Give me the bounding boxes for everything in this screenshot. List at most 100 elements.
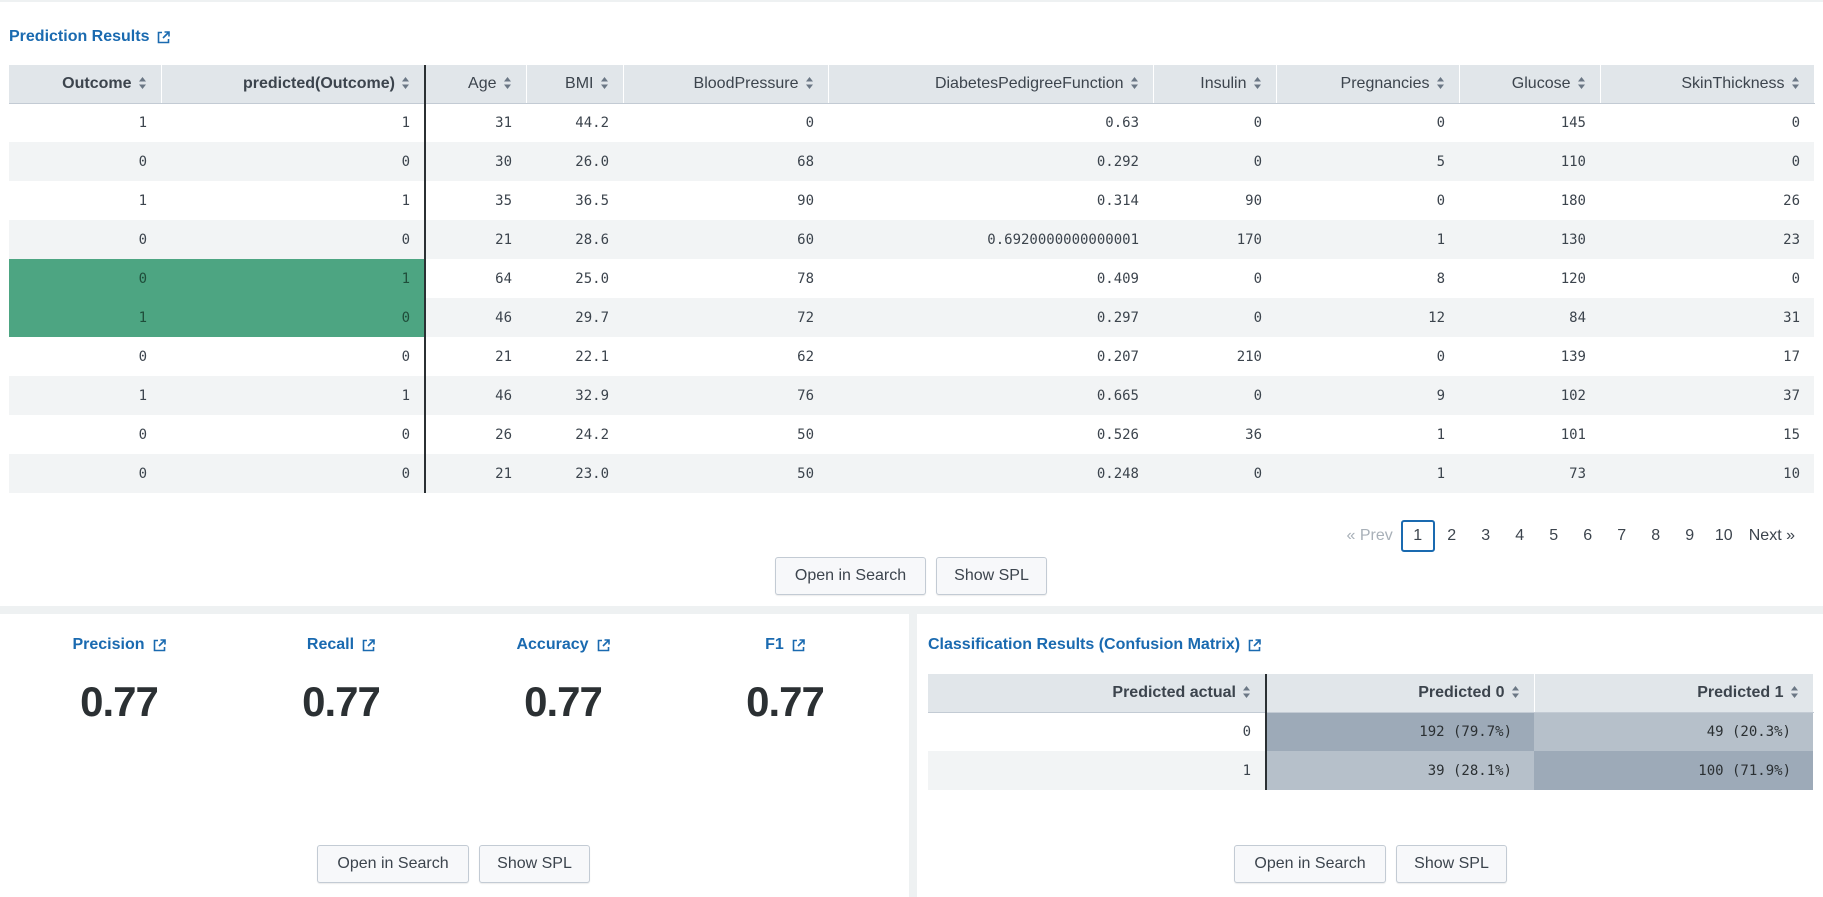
open-in-search-button[interactable]: Open in Search (317, 845, 469, 883)
table-cell: 15 (1783, 426, 1800, 443)
pager-page-10[interactable]: 10 (1714, 527, 1733, 544)
metric-title-precision[interactable]: Precision (8, 636, 230, 654)
metric-title-text[interactable]: Recall (306, 636, 355, 653)
column-header-predicted-0[interactable]: Predicted 0 (1266, 674, 1535, 713)
column-header-age[interactable]: Age (425, 65, 527, 104)
external-link-icon[interactable] (792, 638, 805, 652)
column-header-glucose[interactable]: Glucose (1459, 65, 1601, 104)
column-header-label[interactable]: Outcome (62, 74, 132, 92)
table-row: 1 1 46 32.9 76 0.665 0 9 102 37 (9, 376, 1814, 415)
sort-icon[interactable] (1253, 76, 1262, 90)
table-cell: 21 (425, 454, 526, 493)
metric-title-text[interactable]: Precision (72, 636, 145, 653)
column-header-label[interactable]: Predicted 0 (1418, 683, 1505, 701)
metric-title-text[interactable]: Accuracy (516, 636, 589, 653)
pager-next[interactable]: Next » (1748, 527, 1795, 544)
table-cell: 46 (425, 298, 526, 337)
column-header-label[interactable]: Predicted 1 (1697, 683, 1784, 701)
column-header-insulin[interactable]: Insulin (1153, 65, 1277, 104)
column-header-label[interactable]: Pregnancies (1340, 74, 1430, 92)
sort-icon[interactable] (805, 76, 814, 90)
pager-page-2[interactable]: 2 (1447, 527, 1457, 544)
pager-page-4[interactable]: 4 (1515, 527, 1525, 544)
column-header-label[interactable]: SkinThickness (1681, 74, 1785, 92)
column-header-predicted-1[interactable]: Predicted 1 (1534, 674, 1814, 713)
show-spl-button[interactable]: Show SPL (479, 845, 590, 883)
table-cell: 39 (28.1%) (1266, 751, 1534, 790)
column-header-predicted-actual[interactable]: Predicted actual (928, 674, 1267, 713)
column-header-skinthickness[interactable]: SkinThickness (1600, 65, 1815, 104)
sort-icon[interactable] (1242, 685, 1251, 699)
table-cell: 31 (495, 114, 512, 131)
external-link-icon[interactable] (1248, 638, 1261, 652)
table-row: 1 1 35 36.5 90 0.314 90 0 180 26 (9, 181, 1814, 220)
pager-page-5[interactable]: 5 (1549, 527, 1559, 544)
table-cell: 101 (1560, 426, 1586, 443)
prediction-results-title[interactable]: Prediction Results (9, 28, 171, 46)
metric-title-accuracy[interactable]: Accuracy (452, 636, 674, 654)
table-cell: 24.2 (575, 426, 609, 443)
pagination: « Prev 1 2 3 4 5 6 7 8 9 10 Next » (1343, 520, 1800, 552)
column-header-label[interactable]: Age (468, 74, 497, 92)
column-header-label[interactable]: Insulin (1200, 74, 1247, 92)
show-spl-button[interactable]: Show SPL (1396, 845, 1507, 883)
sort-icon[interactable] (600, 76, 609, 90)
sort-icon[interactable] (1790, 685, 1799, 699)
table-cell: 1 (9, 298, 161, 337)
sort-icon[interactable] (1577, 76, 1586, 90)
column-header-bmi[interactable]: BMI (526, 65, 624, 104)
table-cell: 139 (1560, 348, 1586, 365)
prediction-results-title-text[interactable]: Prediction Results (9, 28, 150, 45)
column-header-label[interactable]: BMI (565, 74, 594, 92)
show-spl-button[interactable]: Show SPL (936, 557, 1047, 595)
sort-icon[interactable] (1791, 76, 1800, 90)
table-cell: 25.0 (575, 270, 609, 287)
sort-icon[interactable] (401, 76, 410, 90)
table-cell: 0 (161, 337, 426, 376)
metric-title-f1[interactable]: F1 (674, 636, 896, 654)
column-header-diabetespedigreefunction[interactable]: DiabetesPedigreeFunction (828, 65, 1154, 104)
column-header-pregnancies[interactable]: Pregnancies (1276, 65, 1460, 104)
pager-prev[interactable]: « Prev (1346, 527, 1393, 544)
table-cell: 0.297 (828, 298, 1153, 337)
confusion-matrix-title[interactable]: Classification Results (Confusion Matrix… (928, 636, 1261, 654)
table-cell: 0 (161, 415, 426, 454)
metric-title-text[interactable]: F1 (765, 636, 784, 653)
metrics-panel: Precision 0.77 Recall 0.77 Accuracy 0.77 F1 0.7… (0, 614, 909, 897)
pager-page-1[interactable]: 1 (1400, 520, 1435, 552)
column-header-predicted-outcome[interactable]: predicted(Outcome) (161, 65, 426, 104)
table-cell: 1 (1276, 454, 1459, 493)
external-link-icon[interactable] (597, 638, 610, 652)
pager-page-8[interactable]: 8 (1651, 527, 1661, 544)
column-header-label[interactable]: Glucose (1511, 74, 1571, 92)
table-row: 0 0 21 23.0 50 0.248 0 1 73 10 (9, 454, 1814, 493)
table-cell: 26 (495, 426, 512, 443)
sort-icon[interactable] (503, 76, 512, 90)
sort-icon[interactable] (138, 76, 147, 90)
column-header-bloodpressure[interactable]: BloodPressure (623, 65, 829, 104)
metric-title-recall[interactable]: Recall (230, 636, 452, 654)
column-header-label[interactable]: Predicted actual (1112, 683, 1236, 701)
open-in-search-button[interactable]: Open in Search (1234, 845, 1386, 883)
pager-page-7[interactable]: 7 (1617, 527, 1627, 544)
column-header-outcome[interactable]: Outcome (9, 65, 162, 104)
table-cell: 0 (9, 220, 161, 259)
sort-icon[interactable] (1436, 76, 1445, 90)
confusion-matrix-title-text[interactable]: Classification Results (Confusion Matrix… (928, 636, 1241, 653)
external-link-icon[interactable] (362, 638, 375, 652)
column-header-label[interactable]: BloodPressure (693, 74, 799, 92)
pager-page-9[interactable]: 9 (1685, 527, 1695, 544)
open-in-search-button[interactable]: Open in Search (775, 557, 926, 595)
table-cell: 0.6920000000000001 (828, 220, 1153, 259)
pager-page-6[interactable]: 6 (1583, 527, 1593, 544)
table-cell: 0.292 (828, 142, 1153, 181)
pager-page-3[interactable]: 3 (1481, 527, 1491, 544)
external-link-icon[interactable] (157, 30, 171, 44)
column-header-label[interactable]: predicted(Outcome) (242, 74, 395, 92)
sort-icon[interactable] (1130, 76, 1139, 90)
sort-icon[interactable] (1511, 685, 1520, 699)
table-cell: 145 (1560, 114, 1586, 131)
external-link-icon[interactable] (153, 638, 166, 652)
column-header-label[interactable]: DiabetesPedigreeFunction (934, 74, 1124, 92)
table-row: 0 192 (79.7%) 49 (20.3%) (928, 712, 1813, 751)
